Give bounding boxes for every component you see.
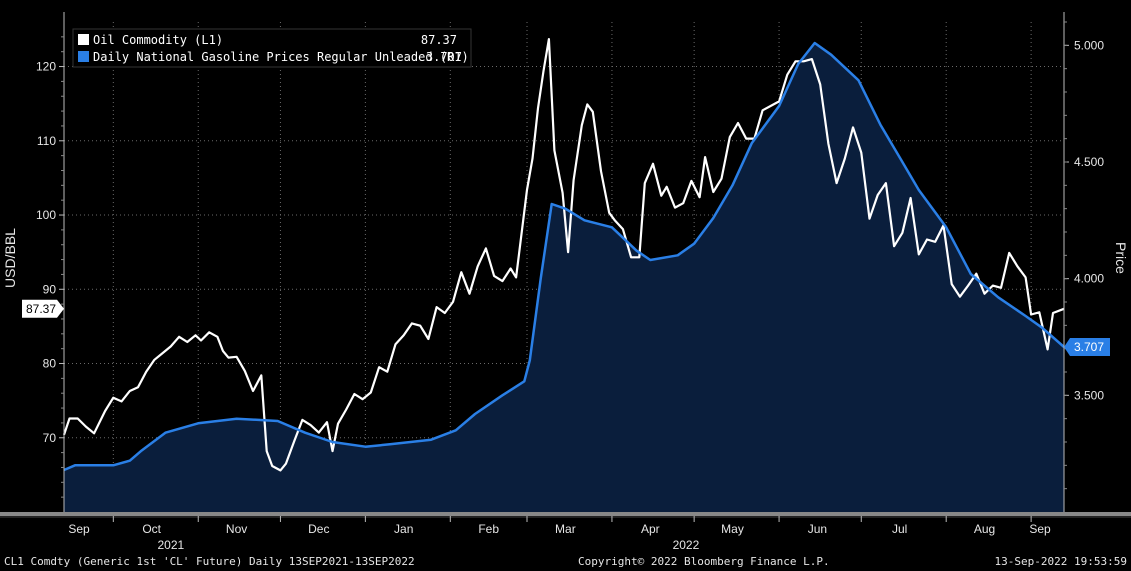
footer-copyright: Copyright© 2022 Bloomberg Finance L.P. — [578, 555, 830, 568]
left-tick-label: 70 — [43, 431, 57, 445]
legend-last-value: 87.37 — [421, 33, 457, 47]
left-tick-label: 120 — [36, 60, 56, 74]
month-label: Feb — [478, 522, 499, 536]
month-label: Sep — [1029, 522, 1051, 536]
right-tick-label: 4.000 — [1074, 272, 1104, 286]
gasoline-area-fill — [64, 43, 1064, 512]
month-label: Oct — [142, 522, 161, 536]
legend-box — [72, 28, 472, 68]
right-tick-label: 3.500 — [1074, 388, 1104, 402]
footer-security-description: CL1 Comdty (Generic 1st 'CL' Future) Dai… — [4, 555, 415, 568]
legend-last-value: 3.707 — [426, 50, 462, 64]
right-last-value-text: 3.707 — [1074, 340, 1104, 354]
month-label: Apr — [641, 522, 660, 536]
month-label: Jun — [808, 522, 827, 536]
right-last-value-badge — [1064, 338, 1110, 357]
bottom-axis-bar — [0, 512, 1131, 516]
legend: Oil Commodity (L1) 87.37 Daily National Ga… — [72, 28, 472, 68]
month-label: Dec — [308, 522, 329, 536]
month-label: Nov — [226, 522, 247, 536]
left-tick-label: 100 — [36, 208, 56, 222]
gasoline-price-line — [63, 41, 1065, 472]
legend-swatch — [78, 51, 89, 62]
month-label: Jul — [892, 522, 907, 536]
left-tick-label: 80 — [43, 357, 57, 371]
footer-timestamp: 13-Sep-2022 19:53:59 — [994, 555, 1127, 568]
left-tick-label: 90 — [43, 282, 57, 296]
month-label: Mar — [555, 522, 576, 536]
year-label: 2021 — [157, 538, 184, 552]
legend-series-name: Daily National Gasoline Prices Regular U… — [93, 50, 469, 64]
month-label: Aug — [974, 522, 995, 536]
axes — [0, 12, 1131, 522]
left-tick-label: 110 — [37, 134, 56, 148]
month-label: May — [721, 522, 744, 536]
oil-commodity-line — [62, 38, 1065, 472]
last-value-badges: 87.37 3.707 — [22, 299, 1110, 357]
tick-labels: 70 80 90 100 110 120 3.500 4.000 4.500 5.000 USD/B… — [2, 38, 1129, 552]
left-last-value-text: 87.37 — [26, 302, 56, 316]
legend-swatch — [78, 34, 89, 45]
right-tick-label: 4.500 — [1074, 155, 1104, 169]
month-label: Jan — [394, 522, 413, 536]
month-label: Sep — [68, 522, 90, 536]
left-axis-title: USD/BBL — [2, 228, 18, 288]
legend-series-name: Oil Commodity (L1) — [93, 33, 223, 47]
right-axis-title: Price — [1113, 242, 1129, 274]
right-tick-label: 5.000 — [1074, 38, 1104, 52]
left-last-value-badge — [22, 299, 64, 318]
year-label: 2022 — [673, 538, 700, 552]
